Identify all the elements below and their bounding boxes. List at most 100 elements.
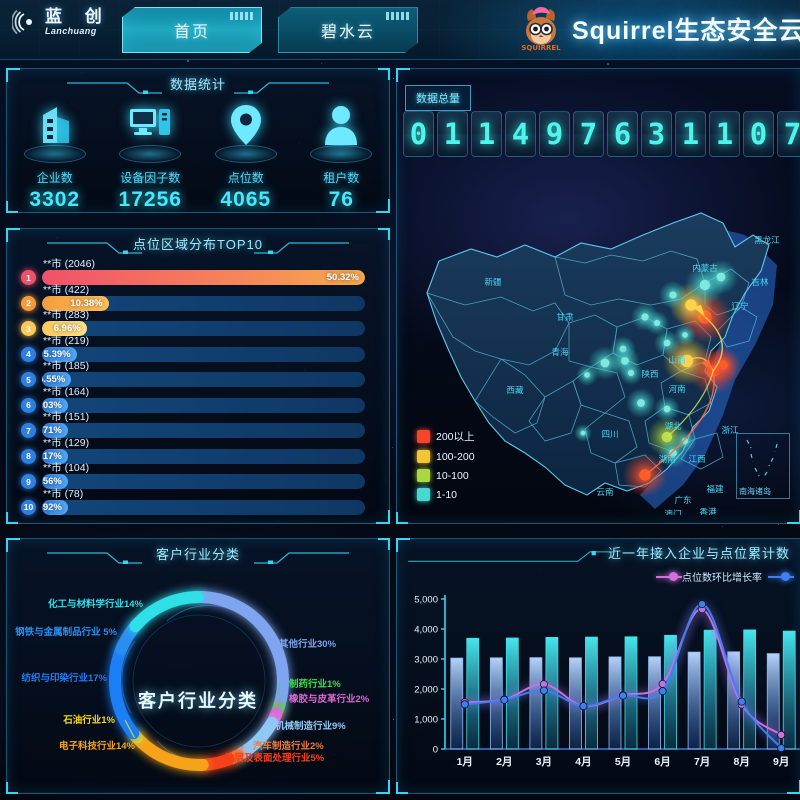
legend-item[interactable]: 点位数环比增长率	[656, 569, 762, 584]
bar-enterprise[interactable]	[609, 657, 621, 749]
bar-enterprise[interactable]	[490, 658, 502, 749]
trend-chart[interactable]: 0 1,000 2,000 3,000 4,000 5,000 1月 2月 3月 4月 5…	[397, 589, 800, 795]
rank-bar-track: 2.56%	[42, 474, 365, 489]
computer-icon	[114, 103, 186, 163]
stats-panel: 数据统计 企业数 3302 设备因子数 17256 点位数 4065 租户数 7…	[6, 68, 390, 213]
counter-digit: 6	[607, 111, 638, 157]
donut-segment-label: 汽车制造行业2%	[253, 740, 324, 752]
trend-point[interactable]	[540, 687, 547, 694]
donut-segment-label: 纺织与印染行业17%	[21, 672, 107, 684]
nav-tab-1[interactable]: 碧水云	[278, 7, 418, 53]
province-label: 新疆	[484, 277, 502, 287]
trend-point[interactable]	[738, 698, 745, 705]
rank-badge: 9	[21, 474, 36, 489]
title-deco-left	[391, 551, 631, 563]
counter-digit: 1	[675, 111, 706, 157]
province-label: 云南	[596, 487, 613, 497]
province-label: 香港	[699, 507, 717, 515]
logo-text-cn: 蓝 创	[45, 8, 111, 25]
region-name: **市 (185)	[43, 358, 89, 373]
province-label: 山西	[668, 355, 685, 365]
legend-swatch	[417, 469, 430, 482]
y-tick-label: 5,000	[414, 595, 438, 606]
map-legend-item: 10-100	[417, 469, 475, 482]
bar-point[interactable]	[783, 631, 795, 749]
donut-segment-label: 电子科技行业14%	[59, 740, 136, 752]
trend-point[interactable]	[778, 731, 785, 738]
stat-value: 76	[329, 188, 354, 212]
map-legend-item: 200以上	[417, 429, 475, 444]
bar-enterprise[interactable]	[649, 657, 661, 749]
map-legend-item: 100-200	[417, 450, 475, 463]
region-name: **市 (219)	[43, 333, 89, 348]
top10-panel-title: 点位区域分布TOP10	[7, 229, 389, 257]
province-label: 河南	[668, 384, 685, 394]
svg-text:SQUIRREL: SQUIRREL	[521, 44, 561, 52]
region-name: **市 (164)	[43, 384, 89, 399]
donut-segment-label: 钢铁与金属制品行业 5%	[15, 626, 117, 638]
yearly-trend-panel: 近一年接入企业与点位累计数 点位数环比增长率 0 1,000 2,000 3,000 4…	[396, 538, 800, 794]
trend-point[interactable]	[659, 688, 666, 695]
bar-point[interactable]	[625, 637, 637, 749]
brand-logo[interactable]: 蓝 创 Lanchuang	[12, 8, 111, 36]
province-label: 四川	[601, 429, 618, 439]
rank-bar-track: 4.55%	[42, 372, 365, 387]
rank-bar-track: 1.92%	[42, 500, 365, 515]
industry-donut-chart[interactable]: 其他行业30% 制药行业1% 橡胶与皮革行业2% 机械制造行业9% 汽车制造行业2%涂层…	[7, 563, 391, 793]
trend-legend[interactable]: 点位数环比增长率	[656, 569, 794, 584]
bar-enterprise[interactable]	[530, 658, 542, 749]
stat-value: 4065	[220, 188, 271, 212]
bar-point[interactable]	[744, 630, 756, 749]
stats-panel-title: 数据统计	[7, 69, 389, 97]
location-pin-icon	[210, 103, 282, 163]
rank-badge: 3	[21, 321, 36, 336]
rank-bar-track: 5.39%	[42, 347, 365, 362]
legend-label: 点位数环比增长率	[682, 569, 762, 584]
china-map-panel[interactable]: 数据总量 011497631107	[396, 68, 800, 524]
nav-tab-0[interactable]: 首页	[122, 7, 262, 53]
stat-card-2[interactable]: 点位数 4065	[198, 103, 294, 212]
rank-badge: 5	[21, 372, 36, 387]
rank-badge: 10	[21, 500, 36, 515]
x-tick-label: 2月	[496, 756, 512, 768]
map-hotspot	[673, 429, 697, 453]
donut-segment[interactable]	[135, 597, 197, 626]
province-label: 西藏	[506, 385, 524, 395]
trend-point[interactable]	[699, 601, 706, 608]
x-tick-label: 5月	[615, 756, 631, 768]
bar-point[interactable]	[585, 637, 597, 749]
legend-swatch	[417, 488, 430, 501]
trend-point[interactable]	[501, 696, 508, 703]
stat-card-3[interactable]: 租户数 76	[294, 103, 390, 212]
product-brand: SQUIRREL Squirrel生态安全云	[518, 5, 800, 53]
province-label: 青海	[551, 347, 569, 357]
stat-card-1[interactable]: 设备因子数 17256	[103, 103, 199, 212]
bar-point[interactable]	[704, 630, 716, 749]
rank-bar-fill: 1.92%	[42, 500, 68, 515]
bar-point[interactable]	[467, 638, 479, 749]
top10-row[interactable]: **市 (78) 10 1.92%	[15, 489, 375, 515]
trend-point[interactable]	[580, 703, 587, 710]
y-tick-label: 0	[433, 745, 438, 756]
stat-card-0[interactable]: 企业数 3302	[7, 103, 103, 212]
bar-enterprise[interactable]	[688, 652, 700, 749]
region-name: **市 (2046)	[43, 256, 95, 271]
stat-label: 设备因子数	[120, 169, 180, 186]
rank-bar-track: 3.71%	[42, 423, 365, 438]
trend-point[interactable]	[461, 701, 468, 708]
map-hotspot	[626, 388, 656, 418]
trend-point[interactable]	[619, 692, 626, 699]
building-icon	[19, 103, 91, 163]
rank-badge: 7	[21, 423, 36, 438]
main-nav-tabs[interactable]: 首页 碧水云	[122, 7, 418, 53]
counter-digit: 3	[641, 111, 672, 157]
stat-label: 点位数	[228, 169, 264, 186]
legend-dot	[669, 572, 678, 581]
stats-list: 企业数 3302 设备因子数 17256 点位数 4065 租户数 76	[7, 103, 389, 212]
donut-center-label: 客户行业分类	[138, 687, 258, 713]
legend-item[interactable]	[768, 572, 794, 581]
trend-point[interactable]	[778, 745, 785, 752]
province-label: 吉林	[751, 277, 769, 287]
tab-bars-icon	[386, 12, 409, 20]
rank-badge: 4	[21, 347, 36, 362]
